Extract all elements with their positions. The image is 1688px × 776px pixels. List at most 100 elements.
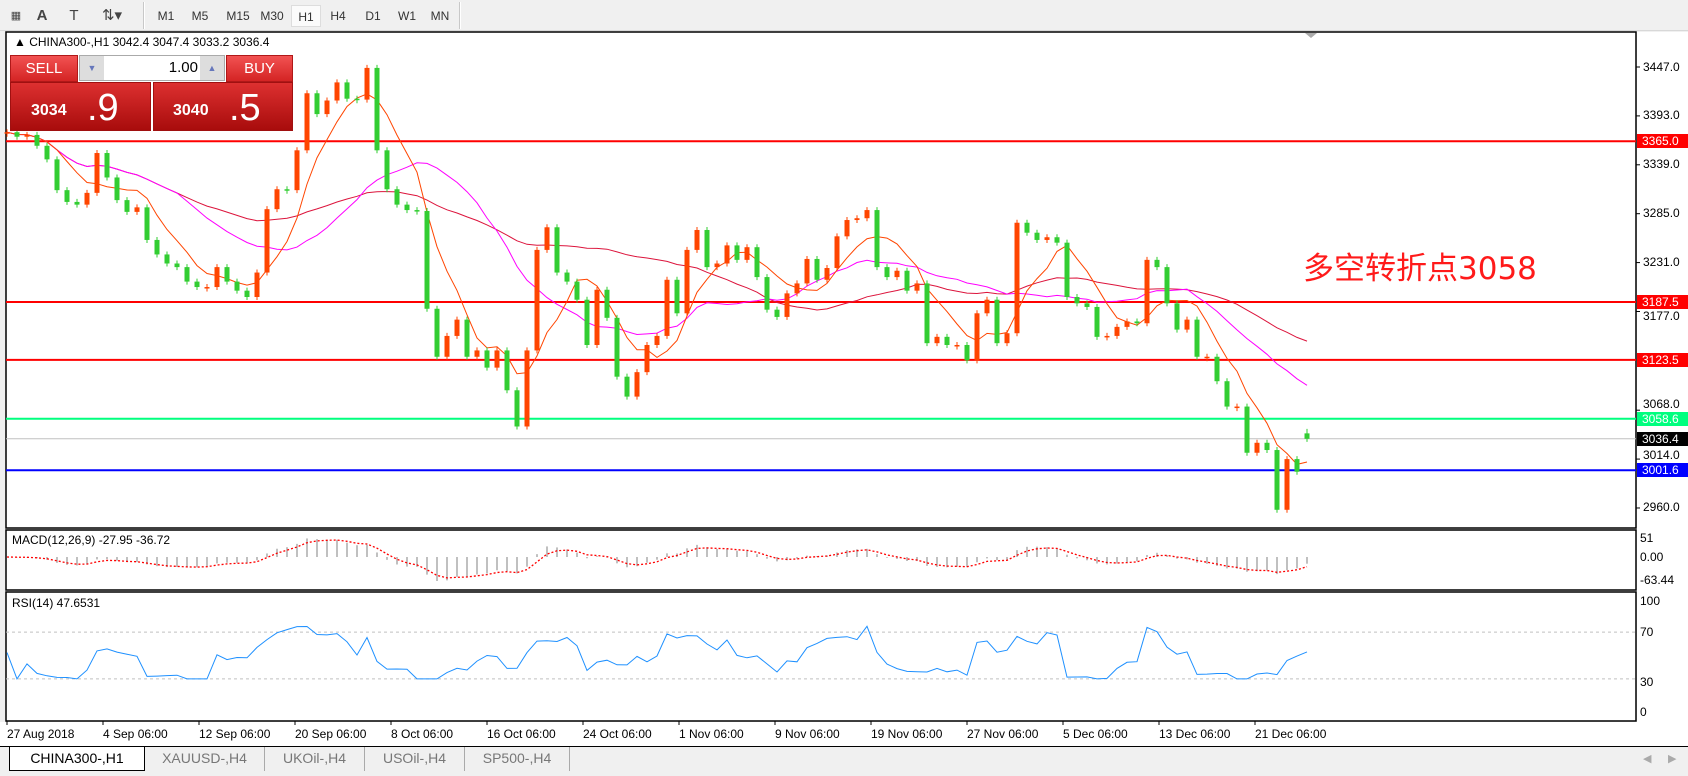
time-axis-label: 1 Nov 06:00 (679, 727, 744, 741)
lot-increase-icon[interactable]: ▲ (200, 56, 224, 80)
text-a-icon[interactable]: A (36, 7, 48, 24)
candle (1224, 381, 1230, 407)
scroll-left-icon[interactable]: ◀ (1643, 753, 1652, 765)
candle (634, 372, 640, 397)
price-axis-label: 3177.0 (1643, 308, 1680, 323)
timeframe-d1[interactable]: D1 (365, 9, 381, 23)
candle (454, 319, 460, 336)
timeframe-m15[interactable]: M15 (226, 9, 250, 23)
candle (214, 267, 220, 288)
candle (654, 335, 660, 345)
candle (354, 98, 360, 101)
macd-title: MACD(12,26,9) -27.95 -36.72 (12, 533, 171, 547)
candle (244, 290, 250, 297)
macd-signal-line (6, 539, 1308, 579)
candle (674, 279, 680, 314)
candle (694, 229, 700, 250)
level-label: 3123.5 (1637, 352, 1688, 367)
candle (1034, 232, 1040, 240)
candle (824, 268, 830, 280)
candle (644, 344, 650, 373)
rsi-pane-frame (5, 591, 1637, 722)
candle (314, 93, 320, 115)
tab-ukoil-h4[interactable]: UKOil-,H4 (265, 747, 365, 771)
sell-price-main: 3034 (31, 102, 67, 119)
text-box-icon[interactable]: T (69, 7, 79, 24)
candle (604, 289, 610, 318)
lot-decrease-icon[interactable]: ▼ (80, 56, 104, 80)
grid-f-icon[interactable]: ▦ (10, 10, 22, 22)
candle (794, 283, 800, 294)
candle (624, 376, 630, 397)
timeframe-m5[interactable]: M5 (191, 9, 209, 23)
candle (974, 313, 980, 361)
rsi-tick: 70 (1640, 625, 1654, 639)
sell-button[interactable]: SELL (10, 55, 78, 82)
rsi-title: RSI(14) 47.6531 (12, 596, 101, 610)
candle (444, 335, 450, 357)
lot-spinner: ▼ 1.00 ▲ (79, 55, 225, 81)
tab-usoil-h4[interactable]: USOil-,H4 (365, 747, 465, 771)
candle (424, 210, 430, 309)
candle (584, 299, 590, 345)
chart-tabs: CHINA300-,H1 XAUUSD-,H4 UKOil-,H4 USOil-… (0, 746, 1688, 776)
buy-price-box[interactable]: 3040 .5 (153, 82, 293, 131)
candle (864, 210, 870, 219)
tab-china300-h1[interactable]: CHINA300-,H1 (9, 747, 145, 771)
candle (324, 100, 330, 115)
tab-sp500-h4[interactable]: SP500-,H4 (465, 747, 570, 771)
candle (614, 317, 620, 377)
level-label: 3001.6 (1637, 463, 1688, 478)
candle (1284, 459, 1290, 510)
candle (1094, 306, 1100, 337)
price-axis-label: 3231.0 (1643, 255, 1680, 270)
candle (494, 350, 500, 368)
candle (664, 279, 670, 336)
timeframe-w1[interactable]: W1 (398, 9, 416, 23)
candle (744, 247, 750, 260)
toolbar: ▦ A T ⇅▾ M1 M5 M15 M30 H1 H4 D1 W1 MN (0, 0, 1688, 31)
candle (994, 299, 1000, 344)
candle (4, 132, 10, 134)
candle (1244, 406, 1250, 453)
lot-input[interactable]: 1.00 (168, 59, 198, 76)
candle (814, 258, 820, 280)
candle (74, 201, 80, 205)
time-axis-label: 27 Nov 06:00 (967, 727, 1039, 741)
arrows-dropdown-icon[interactable]: ⇅▾ (101, 7, 123, 24)
time-axis-background (0, 722, 1688, 746)
candle (514, 390, 520, 427)
candle (334, 82, 340, 101)
timeframe-m1[interactable]: M1 (157, 9, 175, 23)
time-axis-label: 20 Sep 06:00 (295, 727, 367, 741)
candle (434, 308, 440, 357)
timeframe-mn[interactable]: MN (430, 9, 450, 23)
candle (904, 270, 910, 291)
ma-slow-line (6, 131, 1308, 342)
candle (934, 336, 940, 344)
candle (1064, 242, 1070, 297)
tab-xauusd-h4[interactable]: XAUUSD-,H4 (145, 747, 265, 771)
candle (704, 229, 710, 268)
candle (24, 134, 30, 137)
candle (304, 93, 310, 151)
candle (394, 189, 400, 205)
candle (1264, 442, 1270, 451)
candle (134, 207, 140, 212)
timeframe-h4[interactable]: H4 (330, 9, 346, 23)
time-axis-label: 24 Oct 06:00 (583, 727, 652, 741)
candle (1104, 335, 1110, 338)
sell-price-box[interactable]: 3034 .9 (10, 82, 151, 131)
candle (94, 153, 100, 193)
candle (294, 150, 300, 191)
candle (574, 281, 580, 300)
timeframe-h1[interactable]: H1 (291, 5, 321, 27)
scroll-right-icon[interactable]: ▶ (1668, 753, 1677, 765)
timeframe-m30[interactable]: M30 (260, 9, 284, 23)
macd-pane-frame (5, 529, 1637, 591)
candle (714, 263, 720, 268)
time-axis-label: 8 Oct 06:00 (391, 727, 454, 741)
candle (1074, 296, 1080, 304)
buy-button[interactable]: BUY (226, 55, 293, 82)
